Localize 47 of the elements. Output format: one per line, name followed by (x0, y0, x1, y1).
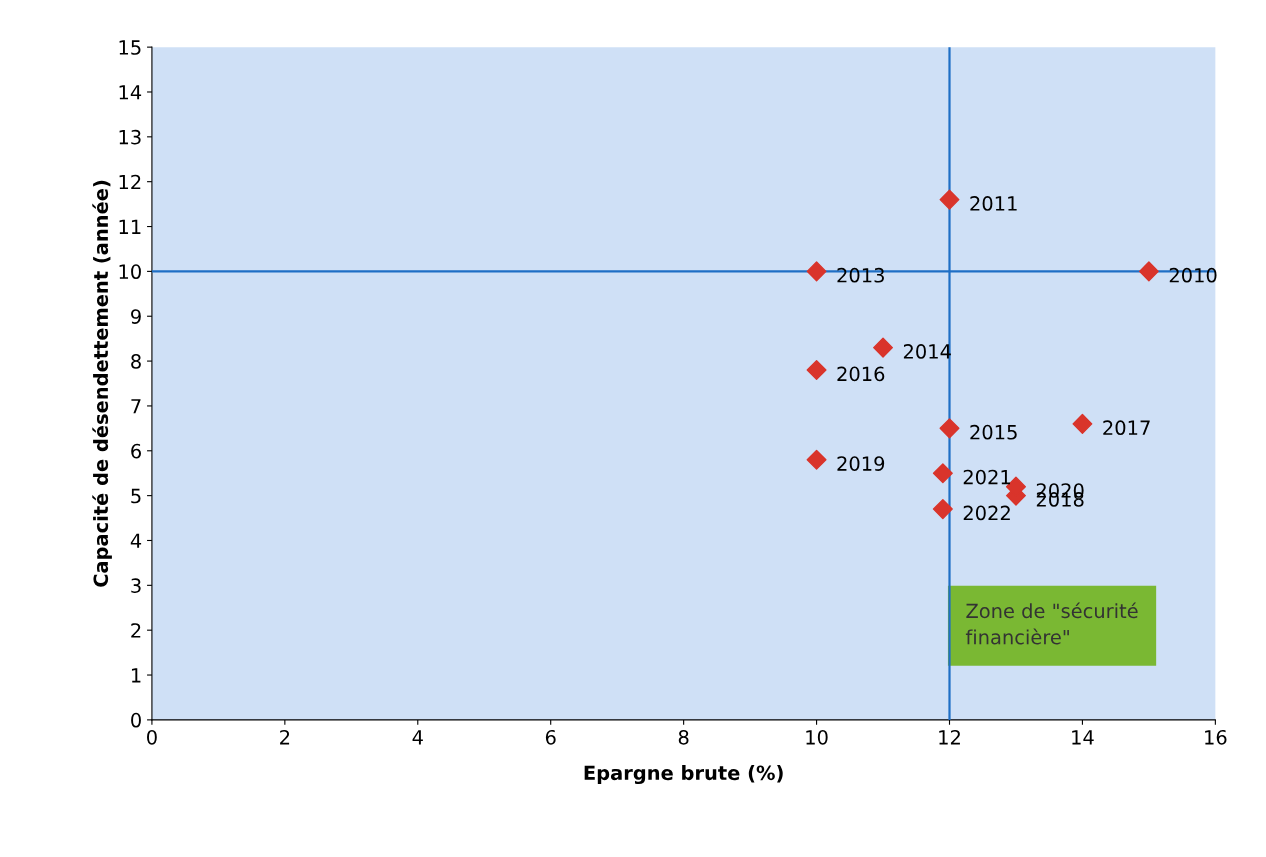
point (873, 337, 894, 358)
y-tick-label: 1 (131, 668, 141, 683)
annotation: 2022 (963, 505, 1010, 521)
y-tick-label: 11 (119, 219, 141, 234)
y-tick-label: 4 (130, 533, 142, 548)
y-tick-label: 10 (119, 264, 141, 280)
x-axis-title: Epargne brute (%) (584, 765, 783, 785)
point (1138, 261, 1159, 282)
y-tick-label: 15 (119, 40, 141, 55)
point (939, 418, 960, 439)
annotation: 2015 (970, 424, 1017, 440)
x-tick-label: 16 (1205, 729, 1227, 745)
x-tick-label: 14 (1072, 730, 1094, 745)
y-tick-label: 14 (119, 85, 142, 100)
y-tick-label: 3 (131, 578, 141, 593)
x-tick-label: 10 (806, 729, 828, 745)
annotation: 2011 (970, 196, 1017, 211)
annotation: 2010 (1169, 267, 1217, 283)
y-tick-label: 6 (131, 443, 141, 459)
annotation: 2021 (963, 469, 1010, 485)
x-tick-label: 12 (939, 729, 960, 745)
point (932, 499, 953, 520)
annotation: Zone de "sécurité financière" (965, 602, 1138, 645)
x-tick-label: 4 (412, 730, 423, 745)
annotation: 2017 (1103, 420, 1150, 436)
annotation: 2016 (837, 366, 885, 382)
point (1072, 413, 1093, 434)
point (806, 360, 827, 381)
y-tick-label: 0 (131, 712, 141, 728)
y-tick-label: 13 (119, 129, 141, 145)
x-tick-label: 2 (280, 729, 290, 745)
y-tick-label: 2 (131, 623, 141, 638)
annotation: 2019 (837, 456, 885, 471)
point (939, 189, 960, 210)
point (932, 463, 953, 484)
point (806, 261, 827, 282)
point (806, 449, 827, 470)
y-tick-label: 7 (131, 399, 141, 414)
y-axis-title: Capacité de désendettement (année) (92, 180, 112, 587)
annotation: 2013 (837, 267, 884, 283)
y-tick-label: 12 (119, 174, 141, 190)
y-tick-label: 8 (131, 354, 141, 369)
x-tick-label: 0 (147, 729, 157, 745)
x-tick-label: 6 (545, 729, 556, 745)
y-tick-label: 9 (131, 309, 141, 324)
y-tick-label: 5 (131, 488, 141, 504)
x-tick-label: 8 (678, 729, 689, 745)
